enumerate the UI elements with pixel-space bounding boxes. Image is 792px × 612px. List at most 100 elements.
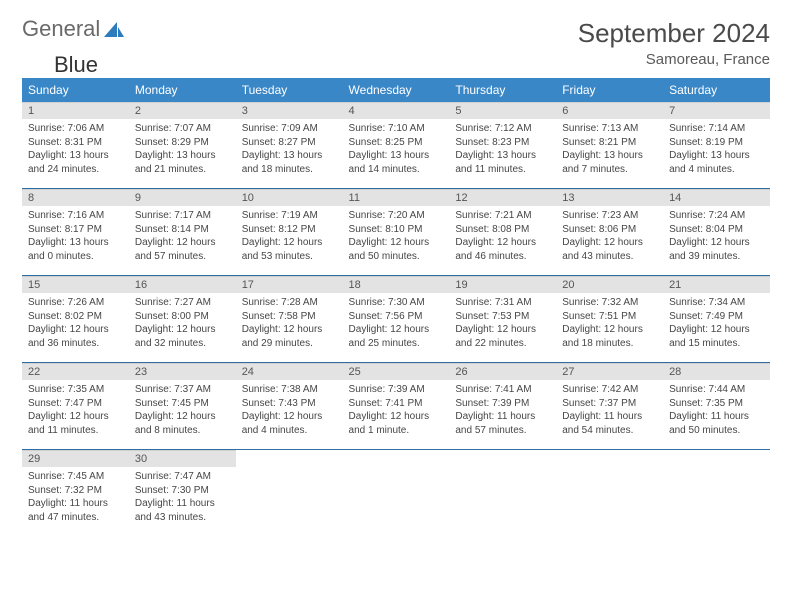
daylight-text-2: and 53 minutes. [242, 250, 337, 264]
day-details: Sunrise: 7:14 AMSunset: 8:19 PMDaylight:… [663, 119, 770, 180]
calendar-day-cell: 19Sunrise: 7:31 AMSunset: 7:53 PMDayligh… [449, 276, 556, 363]
sunset-text: Sunset: 8:19 PM [669, 136, 764, 150]
daylight-text-2: and 4 minutes. [242, 424, 337, 438]
calendar-day-cell: 12Sunrise: 7:21 AMSunset: 8:08 PMDayligh… [449, 189, 556, 276]
day-number: 4 [343, 102, 450, 119]
daylight-text-1: Daylight: 12 hours [349, 410, 444, 424]
sunrise-text: Sunrise: 7:38 AM [242, 383, 337, 397]
daylight-text-1: Daylight: 12 hours [135, 410, 230, 424]
day-details: Sunrise: 7:41 AMSunset: 7:39 PMDaylight:… [449, 380, 556, 441]
calendar-day-cell: 11Sunrise: 7:20 AMSunset: 8:10 PMDayligh… [343, 189, 450, 276]
daylight-text-2: and 57 minutes. [455, 424, 550, 438]
sunrise-text: Sunrise: 7:07 AM [135, 122, 230, 136]
sunrise-text: Sunrise: 7:44 AM [669, 383, 764, 397]
day-number: 16 [129, 276, 236, 293]
sunrise-text: Sunrise: 7:30 AM [349, 296, 444, 310]
day-number: 21 [663, 276, 770, 293]
weekday-header: Friday [556, 78, 663, 102]
calendar-day-cell: 22Sunrise: 7:35 AMSunset: 7:47 PMDayligh… [22, 363, 129, 450]
calendar-day-cell: .. [236, 450, 343, 537]
weekday-header: Wednesday [343, 78, 450, 102]
day-number: 12 [449, 189, 556, 206]
calendar-day-cell: .. [556, 450, 663, 537]
calendar-day-cell: 20Sunrise: 7:32 AMSunset: 7:51 PMDayligh… [556, 276, 663, 363]
daylight-text-2: and 24 minutes. [28, 163, 123, 177]
daylight-text-1: Daylight: 12 hours [242, 236, 337, 250]
calendar-day-cell: 24Sunrise: 7:38 AMSunset: 7:43 PMDayligh… [236, 363, 343, 450]
day-details: Sunrise: 7:10 AMSunset: 8:25 PMDaylight:… [343, 119, 450, 180]
daylight-text-1: Daylight: 12 hours [28, 323, 123, 337]
calendar-day-cell: 7Sunrise: 7:14 AMSunset: 8:19 PMDaylight… [663, 102, 770, 189]
daylight-text-2: and 32 minutes. [135, 337, 230, 351]
daylight-text-2: and 46 minutes. [455, 250, 550, 264]
daylight-text-1: Daylight: 12 hours [562, 236, 657, 250]
sunrise-text: Sunrise: 7:20 AM [349, 209, 444, 223]
calendar-day-cell: 10Sunrise: 7:19 AMSunset: 8:12 PMDayligh… [236, 189, 343, 276]
sunset-text: Sunset: 7:56 PM [349, 310, 444, 324]
brand-part1: General [22, 18, 100, 40]
daylight-text-2: and 57 minutes. [135, 250, 230, 264]
day-details: Sunrise: 7:26 AMSunset: 8:02 PMDaylight:… [22, 293, 129, 354]
daylight-text-1: Daylight: 12 hours [28, 410, 123, 424]
day-number: 13 [556, 189, 663, 206]
daylight-text-2: and 21 minutes. [135, 163, 230, 177]
sunrise-text: Sunrise: 7:23 AM [562, 209, 657, 223]
weekday-header: Saturday [663, 78, 770, 102]
day-number: 22 [22, 363, 129, 380]
calendar-day-cell: 13Sunrise: 7:23 AMSunset: 8:06 PMDayligh… [556, 189, 663, 276]
day-number: 3 [236, 102, 343, 119]
calendar-day-cell: 21Sunrise: 7:34 AMSunset: 7:49 PMDayligh… [663, 276, 770, 363]
day-details: Sunrise: 7:12 AMSunset: 8:23 PMDaylight:… [449, 119, 556, 180]
sunset-text: Sunset: 7:39 PM [455, 397, 550, 411]
calendar-day-cell: 30Sunrise: 7:47 AMSunset: 7:30 PMDayligh… [129, 450, 236, 537]
daylight-text-1: Daylight: 11 hours [562, 410, 657, 424]
sunset-text: Sunset: 7:58 PM [242, 310, 337, 324]
sunset-text: Sunset: 8:04 PM [669, 223, 764, 237]
calendar-week-row: 22Sunrise: 7:35 AMSunset: 7:47 PMDayligh… [22, 363, 770, 450]
calendar-day-cell: 23Sunrise: 7:37 AMSunset: 7:45 PMDayligh… [129, 363, 236, 450]
calendar-week-row: 1Sunrise: 7:06 AMSunset: 8:31 PMDaylight… [22, 102, 770, 189]
daylight-text-1: Daylight: 12 hours [455, 323, 550, 337]
daylight-text-2: and 1 minute. [349, 424, 444, 438]
daylight-text-2: and 29 minutes. [242, 337, 337, 351]
daylight-text-1: Daylight: 11 hours [669, 410, 764, 424]
day-number: 8 [22, 189, 129, 206]
calendar-week-row: 8Sunrise: 7:16 AMSunset: 8:17 PMDaylight… [22, 189, 770, 276]
day-details: Sunrise: 7:32 AMSunset: 7:51 PMDaylight:… [556, 293, 663, 354]
sunset-text: Sunset: 8:12 PM [242, 223, 337, 237]
day-number: 7 [663, 102, 770, 119]
daylight-text-2: and 4 minutes. [669, 163, 764, 177]
daylight-text-2: and 18 minutes. [562, 337, 657, 351]
sunset-text: Sunset: 7:53 PM [455, 310, 550, 324]
sunset-text: Sunset: 8:14 PM [135, 223, 230, 237]
sunset-text: Sunset: 8:23 PM [455, 136, 550, 150]
daylight-text-2: and 43 minutes. [562, 250, 657, 264]
calendar-day-cell: 5Sunrise: 7:12 AMSunset: 8:23 PMDaylight… [449, 102, 556, 189]
day-number: 30 [129, 450, 236, 467]
sunrise-text: Sunrise: 7:21 AM [455, 209, 550, 223]
day-number: 26 [449, 363, 556, 380]
sunrise-text: Sunrise: 7:32 AM [562, 296, 657, 310]
sunrise-text: Sunrise: 7:06 AM [28, 122, 123, 136]
sunrise-text: Sunrise: 7:41 AM [455, 383, 550, 397]
sunrise-text: Sunrise: 7:34 AM [669, 296, 764, 310]
month-title: September 2024 [578, 18, 770, 49]
sunset-text: Sunset: 8:27 PM [242, 136, 337, 150]
daylight-text-2: and 18 minutes. [242, 163, 337, 177]
daylight-text-1: Daylight: 12 hours [455, 236, 550, 250]
calendar-day-cell: 26Sunrise: 7:41 AMSunset: 7:39 PMDayligh… [449, 363, 556, 450]
daylight-text-1: Daylight: 13 hours [28, 236, 123, 250]
daylight-text-1: Daylight: 13 hours [562, 149, 657, 163]
day-number: 2 [129, 102, 236, 119]
sunrise-text: Sunrise: 7:13 AM [562, 122, 657, 136]
sunset-text: Sunset: 8:17 PM [28, 223, 123, 237]
sunrise-text: Sunrise: 7:28 AM [242, 296, 337, 310]
daylight-text-1: Daylight: 13 hours [669, 149, 764, 163]
day-number: 6 [556, 102, 663, 119]
day-number: 24 [236, 363, 343, 380]
daylight-text-1: Daylight: 11 hours [28, 497, 123, 511]
sunset-text: Sunset: 7:45 PM [135, 397, 230, 411]
calendar-day-cell: 17Sunrise: 7:28 AMSunset: 7:58 PMDayligh… [236, 276, 343, 363]
sunrise-text: Sunrise: 7:19 AM [242, 209, 337, 223]
day-details: Sunrise: 7:30 AMSunset: 7:56 PMDaylight:… [343, 293, 450, 354]
